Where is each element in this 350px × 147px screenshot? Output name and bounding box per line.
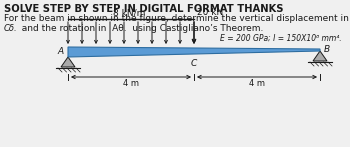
Text: 8 kN/m: 8 kN/m: [113, 8, 145, 17]
Text: and the rotation in  Aθ.  using Castigliano’s Theorem.: and the rotation in Aθ. using Castiglian…: [16, 24, 263, 33]
Polygon shape: [68, 47, 320, 57]
Polygon shape: [313, 51, 327, 61]
Text: C: C: [191, 59, 197, 68]
Text: A: A: [58, 47, 64, 56]
Text: E = 200 GPa; I = 150X10⁶ mm⁴.: E = 200 GPa; I = 150X10⁶ mm⁴.: [220, 34, 342, 43]
Text: 20 kN: 20 kN: [197, 8, 223, 17]
Text: B: B: [324, 46, 330, 55]
Text: 4 m: 4 m: [249, 79, 265, 88]
Text: 4 m: 4 m: [123, 79, 139, 88]
Text: Cδ.: Cδ.: [4, 24, 18, 33]
Text: SOLVE STEP BY STEP IN DIGITAL FORMAT THANKS: SOLVE STEP BY STEP IN DIGITAL FORMAT THA…: [4, 4, 284, 14]
Polygon shape: [61, 57, 75, 67]
Text: For the beam in shown in the figure, determine the vertical displacement in: For the beam in shown in the figure, det…: [4, 14, 349, 23]
